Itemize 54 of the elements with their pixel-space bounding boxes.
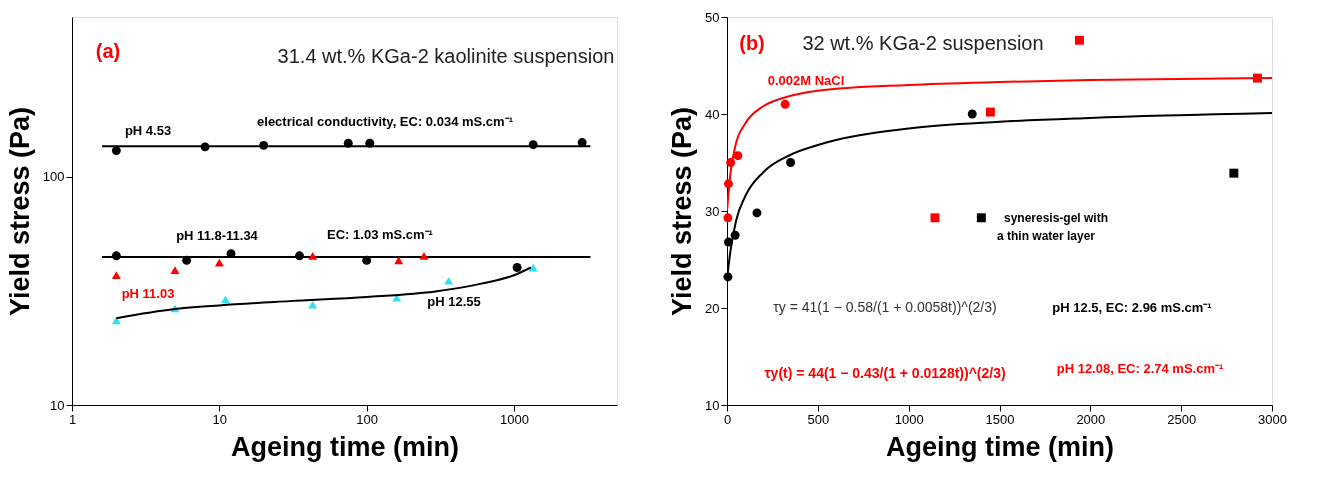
y-tick-label: 20 <box>705 300 720 316</box>
annotation: pH 12.5, EC: 2.96 mS.cm⁻¹ <box>1052 300 1212 315</box>
point <box>723 237 733 247</box>
y-tick-label: 40 <box>705 106 720 122</box>
y-tick-label: 50 <box>705 9 720 25</box>
x-axis-title: Ageing time (min) <box>231 431 459 462</box>
x-tick-label: 1500 <box>985 411 1015 427</box>
y-axis-title: Yield stress (Pa) <box>4 106 35 317</box>
point <box>930 213 940 223</box>
point <box>780 99 790 109</box>
text: 32 wt.% KGa-2 suspension <box>802 32 1044 54</box>
annotation: syneresis-gel with <box>1003 211 1109 225</box>
annotation: electrical conductivity, EC: 0.034 mS.cm⁻¹ <box>257 114 513 129</box>
annotation: pH 12.08, EC: 2.74 mS.cm⁻¹ <box>1056 361 1224 376</box>
point <box>723 213 733 223</box>
point <box>730 230 740 240</box>
x-tick-label: 2000 <box>1076 411 1106 427</box>
x-tick-label: 0 <box>723 411 732 427</box>
x-tick-label: 3000 <box>1258 411 1287 427</box>
x-tick-label: 100 <box>356 411 379 427</box>
x-tick-label: 1000 <box>894 411 924 427</box>
point <box>985 107 995 117</box>
point <box>1252 73 1262 83</box>
annotation: (a) <box>95 40 121 62</box>
annotation: 0.002M NaCl <box>767 73 845 88</box>
annotation: τy(t) = 44(1 − 0.43/(1 + 0.0128t))^(2/3) <box>764 365 1006 381</box>
y-tick-label: 30 <box>705 203 720 219</box>
x-tick-label: 2500 <box>1167 411 1197 427</box>
annotation: pH 11.03 <box>121 286 175 301</box>
point <box>967 109 977 119</box>
point <box>1074 35 1084 45</box>
y-tick-label: 10 <box>705 397 720 413</box>
annotation: pH 4.53 <box>124 123 172 138</box>
x-tick-label: 10 <box>212 411 228 427</box>
x-tick-label: 1 <box>68 411 77 427</box>
annotation: pH 12.55 <box>427 294 481 309</box>
point <box>726 158 736 167</box>
point <box>976 213 986 223</box>
point <box>786 158 796 167</box>
point <box>752 208 762 218</box>
annotation: EC: 1.03 mS.cm⁻¹ <box>327 227 433 242</box>
point <box>733 151 743 161</box>
x-tick-label: 1000 <box>500 411 529 427</box>
x-tick-label: 500 <box>807 411 830 427</box>
point <box>723 272 733 282</box>
x-axis-title: Ageing time (min) <box>886 431 1114 462</box>
point <box>1229 168 1239 178</box>
annotation: τy = 41(1 − 0.58/(1 + 0.0058t))^(2/3) <box>773 299 997 315</box>
text: 31.4 wt.% KGa-2 kaolinite suspension <box>277 45 615 67</box>
y-axis-title: Yield stress (Pa) <box>667 106 698 317</box>
annotation: pH 11.8-11.34 <box>176 228 259 243</box>
annotation: (b) <box>739 32 765 54</box>
point <box>723 179 733 189</box>
annotation: a thin water layer <box>996 229 1096 243</box>
